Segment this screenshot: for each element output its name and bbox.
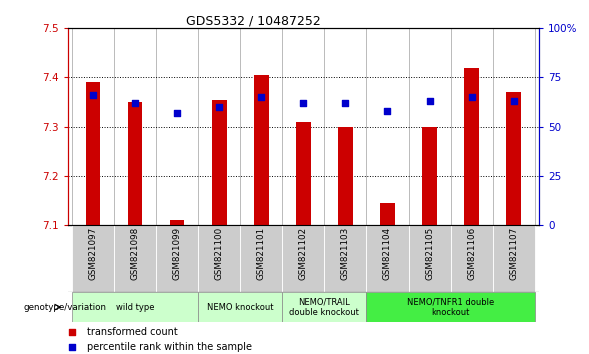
Bar	[380, 203, 395, 225]
Bar	[156, 225, 198, 292]
Bar	[282, 225, 325, 292]
Bar	[409, 225, 451, 292]
Point	[88, 92, 98, 98]
Text: GSM821105: GSM821105	[425, 227, 434, 280]
Bar	[198, 292, 282, 322]
Bar	[240, 225, 282, 292]
Text: GSM821106: GSM821106	[467, 227, 476, 280]
Bar	[72, 225, 114, 292]
Bar	[254, 75, 269, 225]
Text: NEMO knockout: NEMO knockout	[207, 303, 273, 312]
Point	[299, 100, 308, 106]
Text: GSM821103: GSM821103	[341, 227, 350, 280]
Point	[509, 98, 518, 104]
Point	[173, 110, 182, 116]
Point	[383, 108, 392, 114]
Text: transformed count: transformed count	[87, 327, 177, 337]
Point	[68, 344, 77, 350]
Text: GSM821099: GSM821099	[173, 227, 181, 280]
Point	[257, 94, 266, 100]
Bar	[507, 92, 521, 225]
Bar	[296, 122, 311, 225]
Point	[214, 104, 224, 110]
Text: GSM821100: GSM821100	[215, 227, 224, 280]
Bar	[338, 126, 353, 225]
Bar	[492, 225, 535, 292]
Bar	[325, 225, 366, 292]
Bar	[451, 225, 492, 292]
Text: percentile rank within the sample: percentile rank within the sample	[87, 342, 252, 352]
Bar	[422, 126, 437, 225]
Text: GDS5332 / 10487252: GDS5332 / 10487252	[186, 14, 320, 27]
Text: wild type: wild type	[116, 303, 154, 312]
Text: genotype/variation: genotype/variation	[24, 303, 107, 312]
Bar	[198, 225, 240, 292]
Point	[340, 100, 350, 106]
Bar	[464, 68, 479, 225]
Bar	[72, 292, 198, 322]
Text: GSM821107: GSM821107	[509, 227, 518, 280]
Text: NEMO/TNFR1 double
knockout: NEMO/TNFR1 double knockout	[407, 297, 494, 317]
Bar	[114, 225, 156, 292]
Text: NEMO/TRAIL
double knockout: NEMO/TRAIL double knockout	[289, 297, 359, 317]
Bar	[85, 82, 100, 225]
Point	[130, 100, 140, 106]
Bar	[128, 102, 143, 225]
Point	[68, 330, 77, 335]
Bar	[282, 292, 366, 322]
Text: GSM821101: GSM821101	[257, 227, 266, 280]
Text: GSM821102: GSM821102	[299, 227, 308, 280]
Bar	[170, 220, 184, 225]
Point	[467, 94, 477, 100]
Point	[425, 98, 434, 104]
Text: GSM821104: GSM821104	[383, 227, 392, 280]
Bar	[366, 225, 409, 292]
Text: GSM821098: GSM821098	[131, 227, 140, 280]
Bar	[366, 292, 535, 322]
Bar	[212, 99, 227, 225]
Text: GSM821097: GSM821097	[88, 227, 97, 280]
